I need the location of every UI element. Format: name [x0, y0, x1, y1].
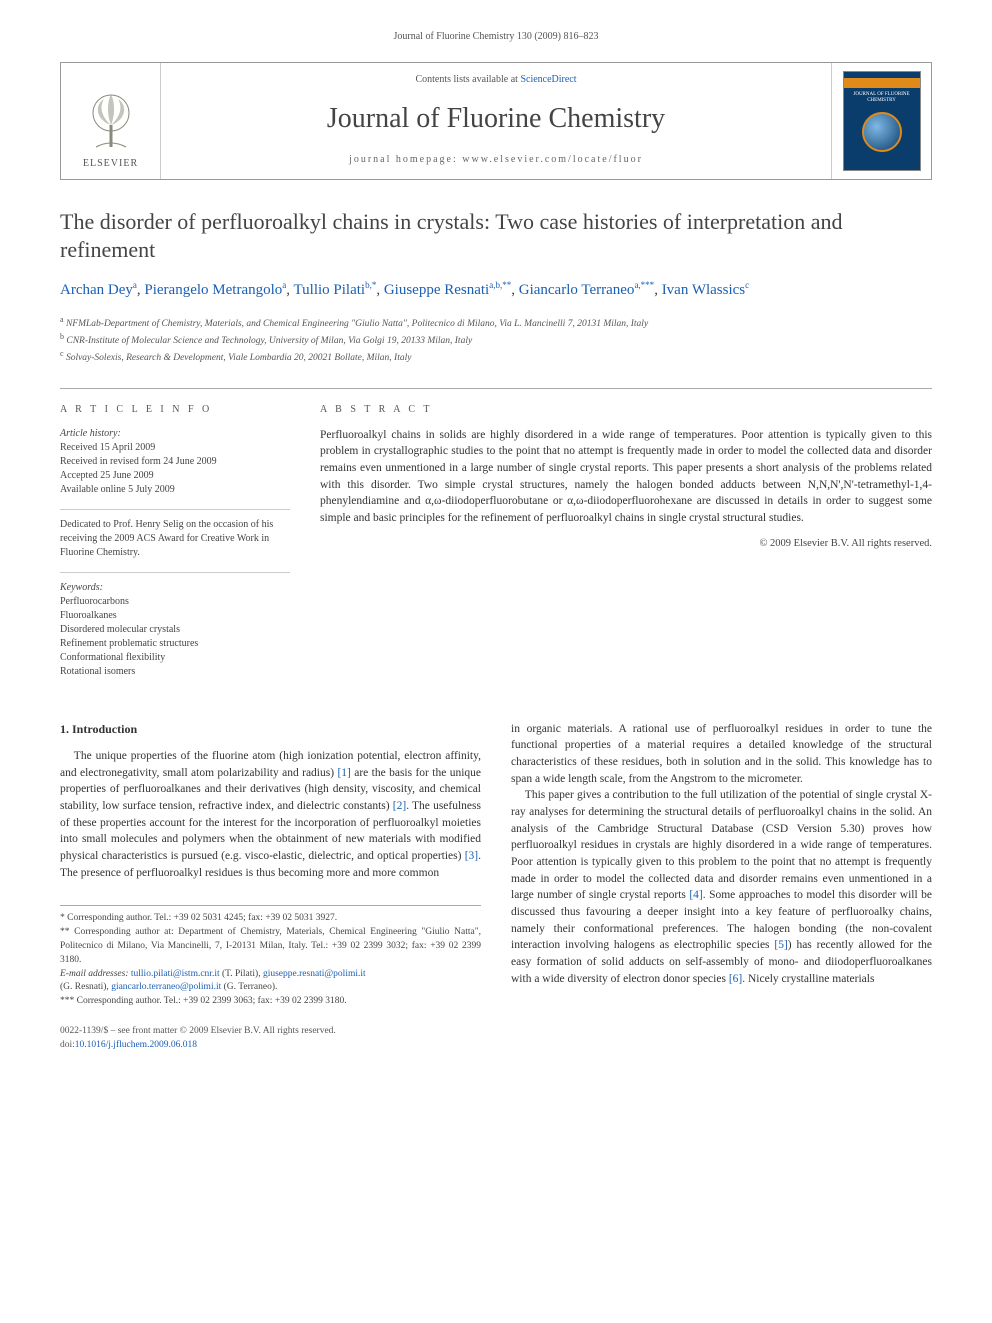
- homepage-prefix: journal homepage:: [349, 154, 462, 165]
- author-link[interactable]: Giancarlo Terraneoa,***: [519, 282, 654, 298]
- keywords-label: Keywords:: [60, 582, 103, 593]
- ref-link[interactable]: [3]: [465, 850, 478, 862]
- keyword: Fluoroalkanes: [60, 609, 290, 623]
- author-list: Archan Deya, Pierangelo Metrangoloa, Tul…: [60, 279, 932, 302]
- author-link[interactable]: Ivan Wlassicsc: [662, 282, 749, 298]
- author-link[interactable]: Pierangelo Metrangoloa: [144, 282, 286, 298]
- history-line: Received 15 April 2009: [60, 441, 290, 455]
- author-link[interactable]: Giuseppe Resnatia,b,**: [384, 282, 511, 298]
- running-head: Journal of Fluorine Chemistry 130 (2009)…: [60, 30, 932, 44]
- history-line: Available online 5 July 2009: [60, 483, 290, 497]
- body-col-right: in organic materials. A rational use of …: [511, 721, 932, 1053]
- keyword: Disordered molecular crystals: [60, 623, 290, 637]
- affiliation-line: a NFMLab-Department of Chemistry, Materi…: [60, 314, 932, 331]
- email-who: (T. Pilati),: [220, 969, 263, 979]
- page: Journal of Fluorine Chemistry 130 (2009)…: [0, 0, 992, 1092]
- cover-globe-icon: [862, 112, 902, 152]
- doi-label: doi:: [60, 1040, 75, 1050]
- journal-name: Journal of Fluorine Chemistry: [169, 99, 823, 138]
- article-info: A R T I C L E I N F O Article history: R…: [60, 403, 290, 691]
- elsevier-tree-icon: [76, 85, 146, 155]
- history-line: Accepted 25 June 2009: [60, 469, 290, 483]
- body-paragraph: The unique properties of the fluorine at…: [60, 748, 481, 881]
- body-col-left: 1. Introduction The unique properties of…: [60, 721, 481, 1053]
- footnote-emails: E-mail addresses: tullio.pilati@istm.cnr…: [60, 968, 481, 996]
- abstract-heading: A B S T R A C T: [320, 403, 932, 417]
- homepage-line: journal homepage: www.elsevier.com/locat…: [169, 153, 823, 167]
- issn-line: 0022-1139/$ – see front matter © 2009 El…: [60, 1025, 481, 1039]
- contents-line: Contents lists available at ScienceDirec…: [169, 73, 823, 87]
- body-paragraph: This paper gives a contribution to the f…: [511, 787, 932, 987]
- journal-cover-thumb: JOURNAL OF FLUORINE CHEMISTRY: [843, 71, 921, 171]
- history-block: Article history: Received 15 April 2009 …: [60, 427, 290, 497]
- publisher-block: ELSEVIER: [61, 63, 161, 179]
- ref-link[interactable]: [5]: [774, 939, 787, 951]
- affiliations: a NFMLab-Department of Chemistry, Materi…: [60, 314, 932, 366]
- email-link[interactable]: giuseppe.resnati@polimi.it: [263, 969, 366, 979]
- bottom-bar: 0022-1139/$ – see front matter © 2009 El…: [60, 1025, 481, 1053]
- section-heading: 1. Introduction: [60, 721, 481, 738]
- author-link[interactable]: Archan Deya: [60, 282, 137, 298]
- cover-thumb-wrap: JOURNAL OF FLUORINE CHEMISTRY: [831, 63, 931, 179]
- publisher-label: ELSEVIER: [83, 157, 138, 171]
- cover-title: JOURNAL OF FLUORINE CHEMISTRY: [844, 92, 920, 104]
- email-link[interactable]: giancarlo.terraneo@polimi.it: [111, 982, 221, 992]
- author-link[interactable]: Tullio Pilatib,*: [294, 282, 377, 298]
- info-row: A R T I C L E I N F O Article history: R…: [60, 388, 932, 691]
- cover-band: [844, 78, 920, 88]
- keywords-block: Keywords: Perfluorocarbons Fluoroalkanes…: [60, 572, 290, 679]
- email-label: E-mail addresses:: [60, 969, 131, 979]
- article-title: The disorder of perfluoroalkyl chains in…: [60, 208, 932, 263]
- abstract-copyright: © 2009 Elsevier B.V. All rights reserved…: [320, 537, 932, 552]
- keyword: Rotational isomers: [60, 665, 290, 679]
- article-info-heading: A R T I C L E I N F O: [60, 403, 290, 417]
- body-paragraph: in organic materials. A rational use of …: [511, 721, 932, 788]
- ref-link[interactable]: [4]: [689, 889, 702, 901]
- footnote-line: * Corresponding author. Tel.: +39 02 503…: [60, 912, 481, 926]
- history-line: Received in revised form 24 June 2009: [60, 455, 290, 469]
- abstract-text: Perfluoroalkyl chains in solids are high…: [320, 427, 932, 527]
- email-who: (G. Terraneo).: [221, 982, 277, 992]
- email-link[interactable]: tullio.pilati@istm.cnr.it: [131, 969, 220, 979]
- contents-prefix: Contents lists available at: [415, 74, 520, 85]
- abstract-block: A B S T R A C T Perfluoroalkyl chains in…: [320, 403, 932, 691]
- keyword: Conformational flexibility: [60, 651, 290, 665]
- email-who: (G. Resnati),: [60, 982, 111, 992]
- footnote-line: *** Corresponding author. Tel.: +39 02 2…: [60, 995, 481, 1009]
- dedication-text: Dedicated to Prof. Henry Selig on the oc…: [60, 518, 290, 560]
- keyword: Perfluorocarbons: [60, 595, 290, 609]
- masthead-center: Contents lists available at ScienceDirec…: [161, 63, 831, 179]
- footnotes: * Corresponding author. Tel.: +39 02 503…: [60, 905, 481, 1008]
- dedication-block: Dedicated to Prof. Henry Selig on the oc…: [60, 509, 290, 560]
- affiliation-line: b CNR-Institute of Molecular Science and…: [60, 331, 932, 348]
- body-columns: 1. Introduction The unique properties of…: [60, 721, 932, 1053]
- keyword: Refinement problematic structures: [60, 637, 290, 651]
- homepage-url: www.elsevier.com/locate/fluor: [462, 154, 643, 165]
- ref-link[interactable]: [6]: [729, 973, 742, 985]
- history-label: Article history:: [60, 428, 121, 439]
- sciencedirect-link[interactable]: ScienceDirect: [520, 74, 576, 85]
- affiliation-line: c Solvay-Solexis, Research & Development…: [60, 348, 932, 365]
- ref-link[interactable]: [1]: [337, 767, 350, 779]
- ref-link[interactable]: [2]: [393, 800, 406, 812]
- masthead: ELSEVIER Contents lists available at Sci…: [60, 62, 932, 180]
- doi-link[interactable]: 10.1016/j.jfluchem.2009.06.018: [75, 1040, 197, 1050]
- footnote-line: ** Corresponding author at: Department o…: [60, 926, 481, 967]
